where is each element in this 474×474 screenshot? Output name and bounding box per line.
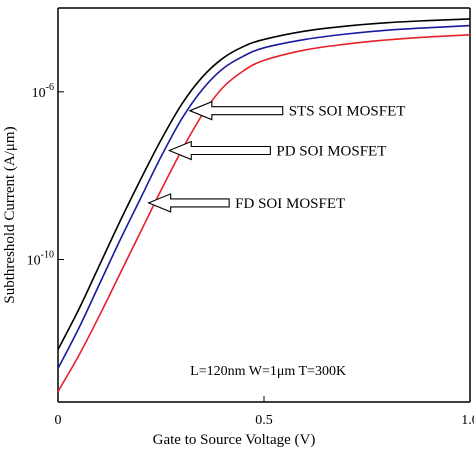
y-axis-label: Subthreshold Current (A/μm)	[2, 126, 18, 303]
y-tick-label: 10-6	[32, 82, 54, 101]
annotation-label-fd-soi-mosfet: FD SOI MOSFET	[235, 196, 345, 212]
parameters-text: L=120nm W=1μm T=300K	[190, 364, 346, 379]
y-tick-label: 10-10	[27, 249, 54, 268]
x-tick-label: 0.5	[255, 413, 273, 428]
x-tick-label: 0	[55, 413, 62, 428]
x-axis-label: Gate to Source Voltage (V)	[153, 432, 316, 448]
annotation-arrow-pd-soi-mosfet	[167, 140, 271, 161]
series-line-sts-soi-mosfet	[57, 18, 471, 350]
annotation-label-pd-soi-mosfet: PD SOI MOSFET	[276, 144, 386, 160]
series-line-pd-soi-mosfet	[57, 24, 471, 369]
plot-area: 0 0.5 1.0 10-6 10-10 STS SOI MOSFET PD SOI MOS…	[27, 7, 474, 428]
annotation-arrow-fd-soi-mosfet	[147, 193, 230, 213]
series-line-fd-soi-mosfet	[57, 34, 471, 392]
annotation-arrow-sts-soi-mosfet	[188, 100, 284, 121]
annotation-label-sts-soi-mosfet: STS SOI MOSFET	[289, 104, 406, 120]
x-tick-label: 1.0	[461, 413, 474, 428]
